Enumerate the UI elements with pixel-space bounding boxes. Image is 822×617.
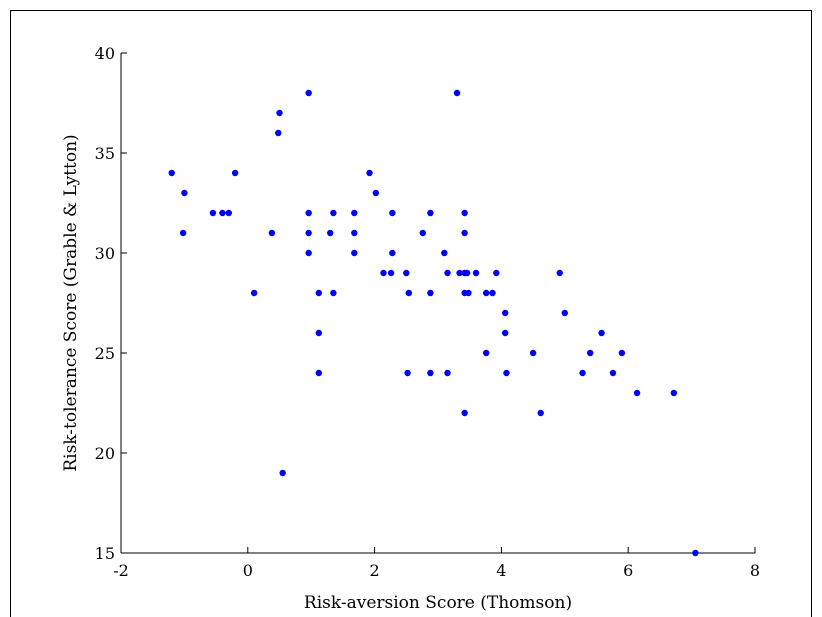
data-points	[168, 89, 699, 557]
y-axis-title: Risk-tolerance Score (Grable & Lytton)	[61, 134, 81, 471]
data-point	[231, 169, 239, 177]
data-point	[351, 249, 358, 257]
data-point	[561, 309, 568, 317]
data-point	[465, 289, 472, 297]
x-tick-label: 4	[496, 561, 506, 580]
data-point	[556, 269, 563, 277]
data-point	[579, 369, 586, 377]
data-point	[461, 409, 468, 417]
data-point	[276, 109, 283, 117]
data-point	[404, 369, 411, 377]
data-point	[609, 369, 617, 377]
x-tick-label: 8	[750, 561, 760, 580]
data-point	[463, 269, 471, 277]
data-point	[389, 249, 396, 257]
y-tick-label: 20	[95, 444, 115, 463]
y-tick-label: 40	[95, 44, 115, 63]
data-point	[275, 129, 282, 137]
data-point	[351, 209, 358, 217]
data-point	[618, 349, 626, 357]
axes	[120, 52, 756, 554]
data-point	[461, 229, 468, 237]
data-point	[586, 349, 594, 357]
data-point	[419, 229, 426, 237]
data-point	[502, 309, 509, 317]
data-point	[219, 209, 226, 217]
data-point	[670, 389, 678, 397]
x-axis-title: Risk-aversion Score (Thomson)	[304, 593, 572, 613]
data-point	[472, 269, 480, 277]
data-point	[633, 389, 641, 397]
data-point	[380, 269, 387, 277]
data-point	[482, 289, 490, 297]
data-point	[330, 289, 337, 297]
data-point	[427, 369, 434, 377]
figure-frame	[10, 10, 812, 617]
data-point	[502, 329, 509, 337]
data-point	[444, 269, 451, 277]
y-tick-label: 25	[95, 344, 115, 363]
data-point	[315, 289, 323, 297]
data-point	[315, 369, 323, 377]
x-tick-label: 6	[623, 561, 633, 580]
data-point	[168, 169, 175, 177]
data-point	[330, 209, 337, 217]
data-point	[372, 189, 380, 197]
data-point	[305, 209, 312, 217]
y-tick-label: 30	[95, 244, 115, 263]
y-tick-label: 15	[95, 544, 115, 563]
y-tick-label: 35	[95, 144, 115, 163]
data-point	[598, 329, 605, 337]
data-point	[493, 269, 500, 277]
data-point	[315, 329, 323, 337]
data-point	[427, 209, 434, 217]
x-tick-label: -2	[113, 561, 129, 580]
data-point	[529, 349, 537, 357]
data-point	[461, 209, 468, 217]
data-point	[503, 369, 510, 377]
data-point	[225, 209, 232, 217]
data-point	[489, 289, 496, 297]
data-point	[387, 269, 395, 277]
data-point	[366, 169, 373, 177]
data-point	[456, 269, 463, 277]
data-point	[305, 229, 312, 237]
data-point	[441, 249, 448, 257]
x-tick-label: 2	[370, 561, 380, 580]
x-tick-label: 0	[243, 561, 253, 580]
data-point	[209, 209, 217, 217]
data-point	[327, 229, 334, 237]
y-tick-labels: 15 20 25 30 35 40	[95, 44, 115, 563]
data-point	[692, 549, 699, 557]
data-point	[405, 289, 413, 297]
data-point	[351, 229, 358, 237]
data-point	[305, 249, 312, 257]
data-point	[427, 289, 434, 297]
data-point	[250, 289, 258, 297]
data-point	[444, 369, 451, 377]
data-point	[268, 229, 276, 237]
data-point	[181, 189, 188, 197]
x-tick-labels: -2 0 2 4 6 8	[113, 561, 760, 580]
data-point	[279, 469, 286, 477]
data-point	[537, 409, 544, 417]
data-point	[482, 349, 490, 357]
data-point	[453, 89, 461, 97]
data-point	[403, 269, 410, 277]
data-point	[179, 229, 187, 237]
data-point	[305, 89, 312, 97]
data-point	[389, 209, 396, 217]
